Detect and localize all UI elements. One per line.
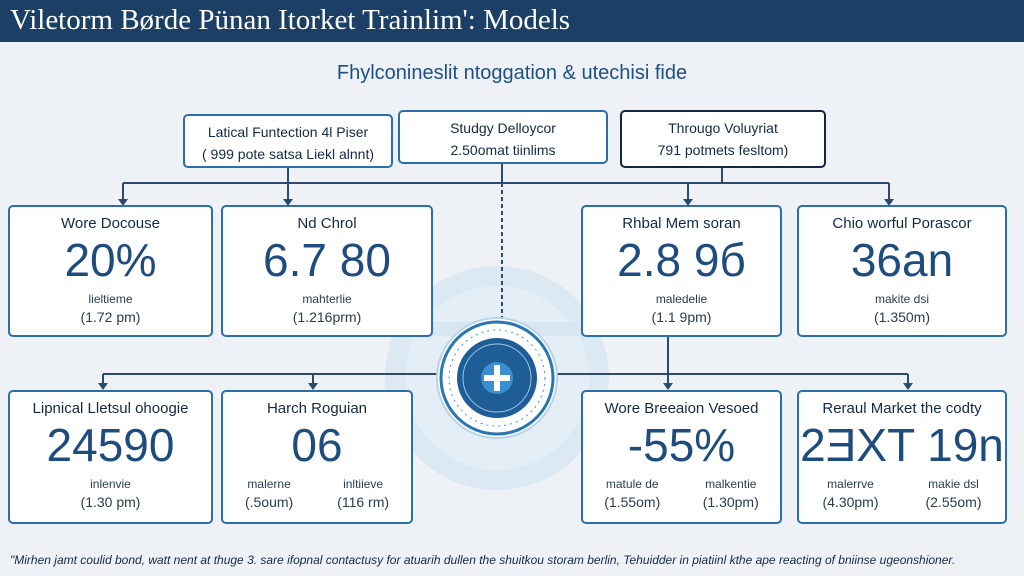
metric-time: (1.216prm) [292, 309, 362, 325]
metric-time: (.5oum) [244, 494, 294, 510]
metric-name: Wore Breeaion Vesoed [604, 400, 759, 417]
metric-sub-values: matule de (1.55om) malkentie (1.30pm) [583, 471, 780, 510]
metric-time: (1.350m) [873, 309, 931, 325]
footnote: "Mirhen jamt coulid bond, watt nent at t… [10, 553, 956, 567]
metric-value: 20% [64, 234, 157, 286]
metric-card: Wore Breeaion Vesoed -55% matule de (1.5… [581, 390, 782, 524]
top-box-detail: 2.50omat tiinlims [450, 142, 556, 158]
top-box-center: Studgy Delloycor 2.50omat tiinlims [398, 110, 608, 164]
metric-name: Reraul Market the codty [822, 400, 982, 417]
metric-label: makite dsi [874, 292, 930, 306]
metric-name: Chio worful Porascor [832, 215, 972, 232]
top-box-title: Througo Voluyriat [668, 120, 778, 136]
metric-label: mahterlie [302, 292, 352, 306]
top-box-title: Latical Funtection 4l Piser [207, 124, 369, 140]
metric-card: Harch Roguian 06 malerne (.5oum) inltiie… [221, 390, 413, 524]
metric-card: Rhbal Mem soran 2.8 9б maledelie (1.1 9p… [581, 205, 782, 337]
flow-lines [102, 162, 909, 383]
metric-label: malkentie [705, 477, 757, 491]
metric-value: 2ƎXT 19n [800, 419, 1004, 471]
metric-time: (1.30 pm) [80, 494, 141, 510]
metric-label: maledelie [655, 292, 708, 306]
metric-card: Lipnical Lletsul ohoogie 24590 inlenvie … [8, 390, 213, 524]
metric-sub-item: inltiieve (116 rm) [337, 471, 389, 510]
metric-card: Wore Docouse 20% lieltieme (1.72 pm) [8, 205, 213, 337]
metric-value: 6.7 80 [263, 234, 391, 286]
top-box-left: Latical Funtection 4l Piser ( 999 pote s… [183, 114, 393, 168]
metric-label: matule de [605, 477, 659, 491]
metric-time: (1.30pm) [702, 494, 759, 510]
metric-time: (4.30pm) [822, 494, 879, 510]
metric-value: -55% [627, 419, 736, 471]
metric-sub-item: makie dsl (2.55om) [925, 471, 981, 510]
metric-sub-values: malerne (.5oum) inltiieve (116 rm) [223, 471, 411, 510]
metric-label: malerrve [827, 477, 874, 491]
subtitle: Fhylconineslit ntoggation & utechisi fid… [336, 62, 688, 84]
metric-value: 2.8 9б [617, 234, 746, 286]
top-box-title: Studgy Delloycor [450, 120, 556, 136]
metric-label: malerne [247, 477, 291, 491]
metric-name: Harch Roguian [266, 400, 368, 417]
metric-time: (2.55om) [925, 494, 982, 510]
metric-time: (1.72 pm) [80, 309, 141, 325]
metric-value: 06 [291, 419, 343, 471]
compass-icon [436, 317, 558, 439]
metric-sub-item: malerne (.5oum) [245, 471, 293, 510]
metric-value: 24590 [46, 419, 175, 471]
metric-name: Wore Docouse [61, 215, 160, 232]
metric-value: 36an [850, 234, 954, 286]
header-bar: Viletorm Børde Pünan Itorket Trainlim': … [0, 0, 1024, 42]
metric-sub-item: matule de (1.55om) [604, 471, 660, 510]
metric-label: lieltieme [88, 292, 133, 306]
top-box-right: Througo Voluyriat 791 potmets fesltom) [620, 110, 826, 168]
metric-card: Nd Chrol 6.7 80 mahterlie (1.216prm) [221, 205, 433, 337]
page-title: Viletorm Børde Pünan Itorket Trainlim': … [10, 4, 571, 36]
metric-label: inltiieve [343, 477, 384, 491]
metric-name: Rhbal Mem soran [622, 215, 741, 232]
metric-time: (116 rm) [337, 494, 390, 510]
metric-name: Lipnical Lletsul ohoogie [32, 400, 189, 417]
metric-sub-item: malkentie (1.30pm) [703, 471, 759, 510]
metric-sub-item: malerrve (4.30pm) [822, 471, 878, 510]
metric-name: Nd Chrol [297, 215, 357, 232]
metric-sub-values: malerrve (4.30pm) makie dsl (2.55om) [799, 471, 1005, 510]
metric-label: inlenvie [90, 477, 131, 491]
arrow-heads [98, 199, 913, 390]
metric-card: Reraul Market the codty 2ƎXT 19n malerrv… [797, 390, 1007, 524]
metric-time: (1.55om) [604, 494, 661, 510]
metric-label: makie dsl [928, 477, 979, 491]
metric-card: Chio worful Porascor 36an makite dsi (1.… [797, 205, 1007, 337]
top-box-detail: 791 potmets fesltom) [657, 142, 789, 158]
top-box-detail: ( 999 pote satsa Liekl alnnt) [202, 146, 374, 162]
metric-time: (1.1 9pm) [651, 309, 712, 325]
